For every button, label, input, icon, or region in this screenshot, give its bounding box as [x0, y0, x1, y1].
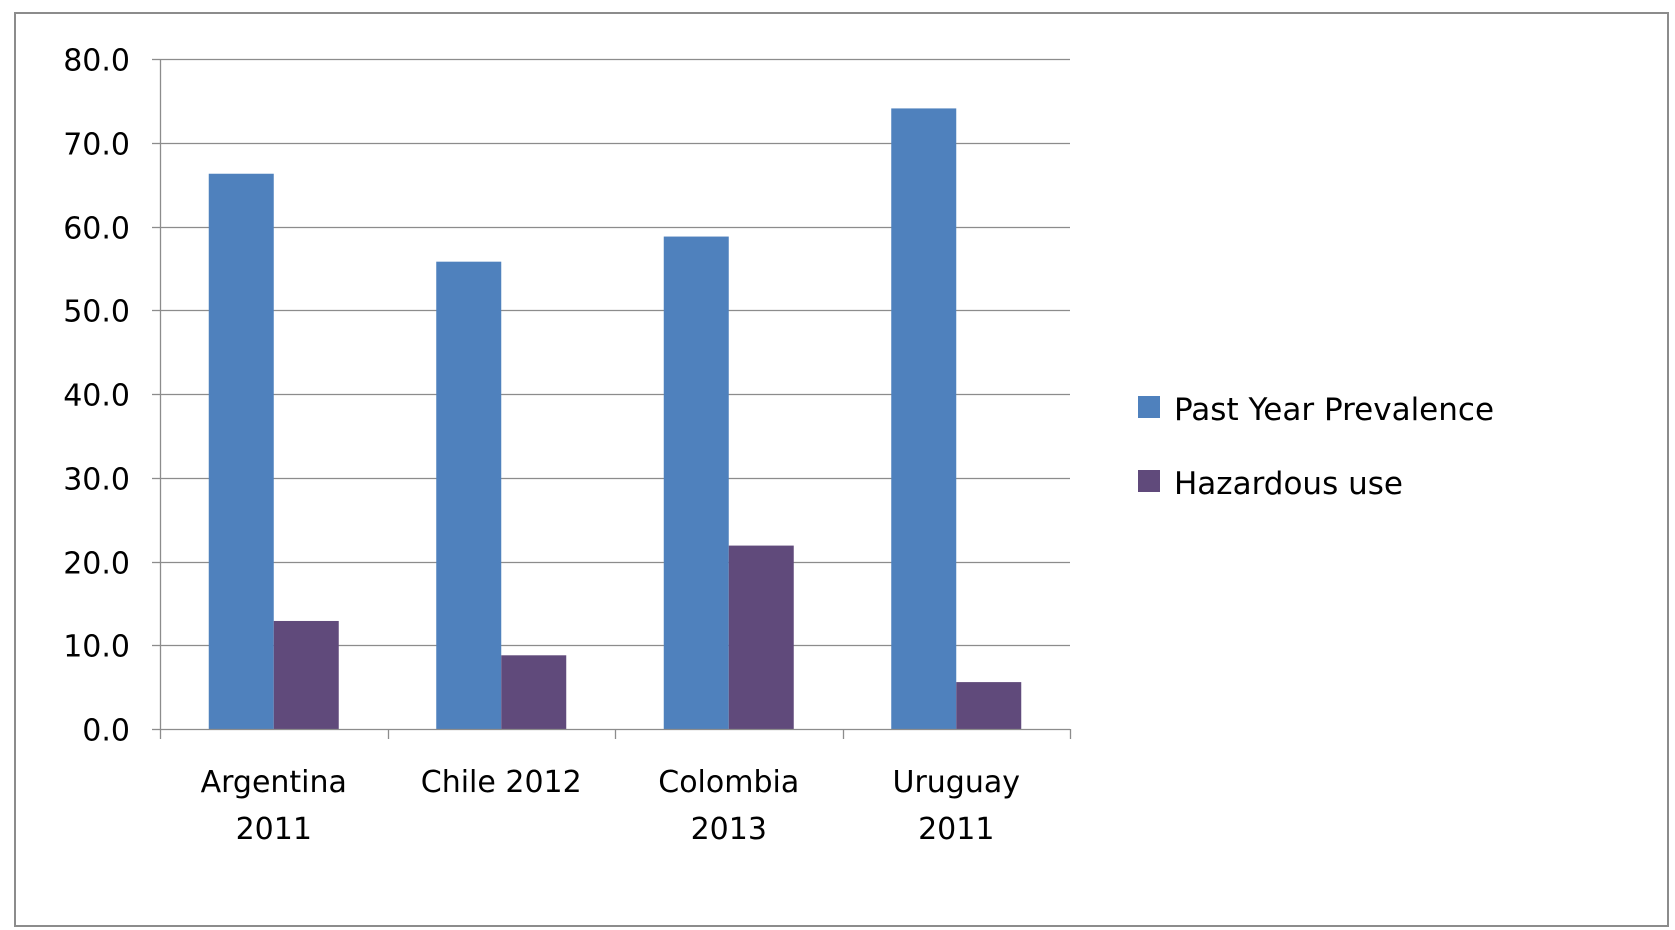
x-tick-label: Argentina: [201, 765, 347, 800]
bar-past-year-prevalence: [436, 261, 502, 729]
bar-past-year-prevalence: [663, 236, 729, 730]
y-tick-label: 80.0: [63, 44, 130, 79]
axes: [152, 58, 1072, 739]
x-tick-label: 2011: [918, 812, 994, 847]
x-tick-labels: Argentina 2011 Chile 2012 Colombia 2013 Urugu…: [201, 765, 1020, 847]
bar-hazardous-use: [501, 655, 567, 729]
legend-swatch: [1138, 396, 1160, 418]
x-tick-label: Colombia: [658, 765, 799, 800]
bar-chart: 0.0 10.0 20.0 30.0 40.0 50.0 60.0 70.0 80.0 Arge…: [63, 44, 1494, 848]
bar-hazardous-use: [728, 545, 794, 729]
y-tick-label: 70.0: [63, 128, 130, 163]
bar-hazardous-use: [273, 620, 339, 729]
y-tick-label: 60.0: [63, 212, 130, 247]
legend-label: Past Year Prevalence: [1174, 392, 1494, 428]
bar-past-year-prevalence: [208, 173, 274, 730]
y-tick-label: 30.0: [63, 463, 130, 498]
y-tick-label: 50.0: [63, 295, 130, 330]
bar-past-year-prevalence: [891, 108, 957, 730]
legend: Past Year Prevalence Hazardous use: [1138, 392, 1494, 502]
chart-frame: 0.0 10.0 20.0 30.0 40.0 50.0 60.0 70.0 80.0 Arge…: [14, 12, 1669, 927]
bar-hazardous-use: [956, 682, 1022, 729]
y-tick-label: 20.0: [63, 547, 130, 582]
y-tick-label: 40.0: [63, 379, 130, 414]
y-tick-labels: 0.0 10.0 20.0 30.0 40.0 50.0 60.0 70.0 80.0: [63, 44, 130, 749]
x-tick-label: 2011: [236, 812, 312, 847]
y-tick-label: 10.0: [63, 630, 130, 665]
x-tick-label: Uruguay: [893, 765, 1021, 800]
x-tick-label: 2013: [691, 812, 767, 847]
y-tick-label: 0.0: [82, 714, 130, 749]
legend-swatch: [1138, 470, 1160, 492]
gridlines: [160, 58, 1070, 647]
bars: [208, 108, 1022, 730]
legend-label: Hazardous use: [1174, 466, 1403, 502]
x-tick-label: Chile 2012: [421, 765, 582, 800]
